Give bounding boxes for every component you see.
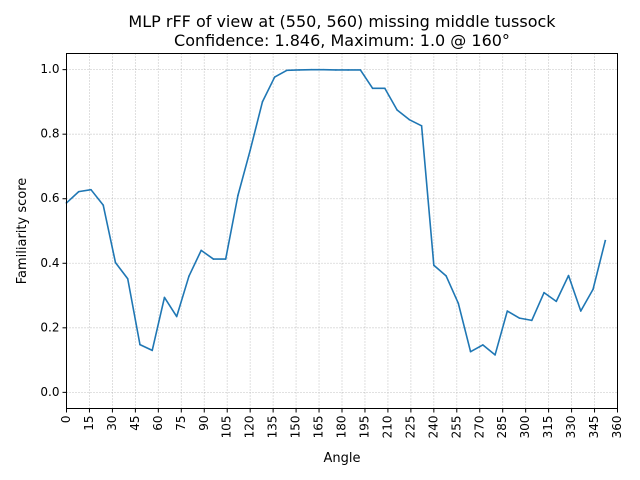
data-point bbox=[604, 239, 607, 242]
y-tick-label: 1.0 bbox=[40, 62, 59, 76]
data-point bbox=[237, 194, 239, 197]
data-point bbox=[322, 68, 325, 71]
data-point bbox=[384, 87, 386, 90]
data-point bbox=[567, 274, 570, 277]
x-tick-label: 195 bbox=[357, 416, 371, 439]
x-tick-label: 90 bbox=[197, 416, 211, 431]
data-point bbox=[396, 109, 398, 111]
data-point bbox=[151, 349, 154, 352]
x-tick-label: 300 bbox=[518, 416, 532, 439]
data-point bbox=[261, 101, 264, 103]
x-tick-label: 150 bbox=[289, 416, 303, 439]
y-axis-label: Familiarity score bbox=[15, 178, 30, 285]
x-tick-label: 360 bbox=[610, 416, 624, 439]
y-axis-ticks: 0.0 0.2 0.4 0.6 0.8 1.0 bbox=[40, 62, 67, 399]
data-point bbox=[139, 343, 141, 346]
data-point bbox=[506, 310, 509, 312]
x-tick-label: 0 bbox=[59, 416, 73, 424]
y-tick-label: 0.8 bbox=[40, 127, 59, 141]
data-point bbox=[175, 315, 178, 318]
x-tick-label: 180 bbox=[335, 416, 349, 439]
data-point bbox=[555, 300, 558, 303]
data-point bbox=[114, 261, 117, 264]
x-tick-label: 345 bbox=[587, 416, 601, 439]
x-tick-label: 270 bbox=[472, 416, 486, 439]
plot-frame bbox=[66, 53, 618, 409]
x-tick-label: 165 bbox=[312, 416, 326, 439]
data-point bbox=[433, 264, 435, 267]
data-point bbox=[77, 190, 80, 193]
data-point bbox=[457, 302, 460, 305]
data-point bbox=[298, 69, 300, 71]
data-point bbox=[102, 204, 105, 206]
data-point bbox=[347, 69, 349, 71]
data-point bbox=[126, 277, 129, 280]
x-tick-label: 15 bbox=[82, 416, 96, 431]
data-point bbox=[530, 319, 533, 322]
x-tick-label: 330 bbox=[564, 416, 578, 439]
data-point bbox=[163, 296, 166, 299]
y-tick-label: 0.4 bbox=[40, 256, 59, 270]
y-tick-label: 0.0 bbox=[40, 385, 59, 399]
x-tick-label: 105 bbox=[220, 416, 234, 439]
data-point bbox=[286, 69, 288, 72]
series-line-familiarity bbox=[65, 68, 607, 356]
x-tick-label: 210 bbox=[380, 416, 394, 439]
y-tick-label: 0.6 bbox=[40, 191, 59, 205]
data-point bbox=[494, 354, 496, 356]
data-point bbox=[249, 149, 251, 152]
grid bbox=[66, 53, 618, 409]
y-tick-label: 0.2 bbox=[40, 320, 59, 334]
data-point bbox=[335, 69, 337, 71]
data-point bbox=[188, 275, 190, 277]
x-tick-label: 120 bbox=[243, 416, 257, 439]
x-tick-label: 45 bbox=[128, 416, 142, 431]
x-tick-label: 135 bbox=[266, 416, 280, 439]
data-point bbox=[543, 291, 545, 294]
x-tick-label: 75 bbox=[174, 416, 188, 431]
data-point bbox=[445, 275, 447, 277]
data-point bbox=[518, 317, 521, 319]
x-tick-label: 240 bbox=[426, 416, 440, 439]
data-point bbox=[90, 188, 92, 191]
x-tick-label: 30 bbox=[105, 416, 119, 431]
x-tick-label: 255 bbox=[449, 416, 463, 439]
data-point bbox=[359, 69, 362, 71]
x-tick-label: 60 bbox=[151, 416, 165, 431]
x-tick-label: 285 bbox=[495, 416, 509, 439]
chart-title-line-2: Confidence: 1.846, Maximum: 1.0 @ 160° bbox=[174, 31, 510, 50]
data-point bbox=[200, 249, 202, 252]
chart-title-line-1: MLP rFF of view at (550, 560) missing mi… bbox=[128, 12, 556, 31]
data-point bbox=[420, 124, 423, 127]
data-point bbox=[310, 68, 313, 71]
x-axis-ticks: 0 15 30 45 60 75 90 105 120 135 150 165 180 195 210 225… bbox=[59, 408, 624, 439]
data-point bbox=[371, 87, 374, 90]
data-point bbox=[212, 258, 215, 260]
series-points bbox=[65, 68, 607, 356]
data-point bbox=[592, 288, 594, 291]
data-point bbox=[273, 76, 276, 78]
data-point bbox=[224, 258, 227, 260]
data-point bbox=[469, 350, 472, 353]
x-tick-label: 225 bbox=[403, 416, 417, 439]
x-axis-label: Angle bbox=[324, 451, 361, 466]
x-tick-label: 315 bbox=[541, 416, 555, 439]
data-point bbox=[482, 344, 484, 346]
data-point bbox=[408, 118, 411, 121]
data-point bbox=[579, 310, 582, 312]
